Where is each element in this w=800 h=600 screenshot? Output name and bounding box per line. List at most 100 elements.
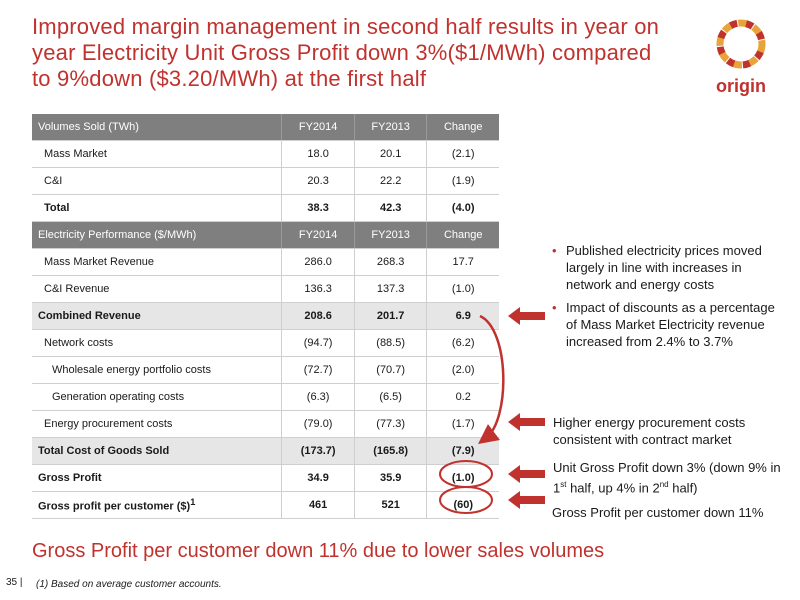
table-cell: 38.3 (281, 194, 355, 222)
arrow-left-icon (508, 465, 545, 483)
table-cell: 137.3 (353, 275, 427, 303)
unit-gp-note: Unit Gross Profit down 3% (down 9% in 1s… (553, 459, 788, 496)
table-cell: Total (32, 194, 282, 222)
arrow-left-icon (508, 491, 545, 509)
table-cell: (94.7) (281, 329, 355, 357)
table-header-row: Volumes Sold (TWh) FY2014 FY2013 Change (32, 114, 499, 141)
table-cell: (173.7) (281, 437, 355, 465)
table-cell: 136.3 (281, 275, 355, 303)
table-cell: 22.2 (353, 167, 427, 195)
table-cell: (60) (426, 491, 499, 519)
arrow-left-icon (508, 307, 545, 325)
slide-title: Improved margin management in second hal… (32, 14, 660, 91)
table-cell: (1.0) (426, 464, 499, 492)
table-cell: 461 (281, 491, 355, 519)
table-cell: (6.5) (353, 383, 427, 411)
table-cell: C&I (32, 167, 282, 195)
table-row: Total Cost of Goods Sold (173.7) (165.8)… (32, 437, 499, 465)
table-cell: (2.1) (426, 140, 499, 168)
table-row: Combined Revenue 208.6 201.7 6.9 (32, 302, 499, 330)
table-row: C&I 20.3 22.2 (1.9) (32, 167, 499, 195)
electricity-table: Volumes Sold (TWh) FY2014 FY2013 Change … (32, 114, 499, 519)
table-header-row: Electricity Performance ($/MWh) FY2014 F… (32, 221, 499, 249)
arrow-left-icon (508, 413, 545, 431)
gp-per-customer-label: Gross profit per customer ($) (38, 500, 191, 513)
origin-logo-mark-icon (716, 19, 766, 69)
table-cell: (72.7) (281, 356, 355, 384)
table-cell: FY2014 (281, 221, 355, 249)
table-cell: (79.0) (281, 410, 355, 438)
table-cell: FY2014 (281, 114, 355, 141)
table-row: Total 38.3 42.3 (4.0) (32, 194, 499, 222)
commentary-bullets: Published electricity prices moved large… (550, 242, 780, 356)
table-cell: 35.9 (353, 464, 427, 492)
unit-gp-text: half, up 4% in 2 (566, 480, 660, 496)
table-cell: Network costs (32, 329, 282, 357)
table-cell: Energy procurement costs (32, 410, 282, 438)
table-cell: FY2013 (353, 221, 427, 249)
table-cell: 286.0 (281, 248, 355, 276)
bullet-discounts: Impact of discounts as a percentage of M… (550, 299, 780, 350)
table-cell: Change (426, 221, 499, 249)
unit-gp-text: Unit Gross Profit down 3% (down 9% in 1 (553, 460, 781, 496)
table-cell: 34.9 (281, 464, 355, 492)
table-cell: 521 (353, 491, 427, 519)
procurement-note: Higher energy procurement costs consiste… (553, 415, 746, 447)
table-cell: 201.7 (353, 302, 427, 330)
page-number: 35 | (6, 577, 23, 588)
table-cell: 42.3 (353, 194, 427, 222)
table-cell: C&I Revenue (32, 275, 282, 303)
table-cell: 20.3 (281, 167, 355, 195)
table-cell: Mass Market (32, 140, 282, 168)
table-row: Energy procurement costs (79.0) (77.3) (… (32, 410, 499, 438)
table-cell: Generation operating costs (32, 383, 282, 411)
table-row: Mass Market 18.0 20.1 (2.1) (32, 140, 499, 168)
table-cell: Total Cost of Goods Sold (32, 437, 282, 465)
table-cell: 17.7 (426, 248, 499, 276)
table-cell: (88.5) (353, 329, 427, 357)
table-cell: 18.0 (281, 140, 355, 168)
table-cell: Wholesale energy portfolio costs (32, 356, 282, 384)
table-cell: (4.0) (426, 194, 499, 222)
table-row: Gross Profit 34.9 35.9 (1.0) (32, 464, 499, 492)
gp-customer-note: Gross Profit per customer down 11% (552, 505, 764, 520)
table-cell: (1.0) (426, 275, 499, 303)
table-cell: 208.6 (281, 302, 355, 330)
table-cell: Gross Profit (32, 464, 282, 492)
footnote-mark: 1 (190, 497, 196, 508)
table-row: Gross profit per customer ($)1 461 521 (… (32, 491, 499, 519)
superscript: st (560, 480, 567, 489)
table-row: Generation operating costs (6.3) (6.5) 0… (32, 383, 499, 411)
table-cell: Volumes Sold (TWh) (32, 114, 282, 141)
bottom-headline: Gross Profit per customer down 11% due t… (32, 540, 605, 562)
table-cell: 20.1 (353, 140, 427, 168)
superscript: nd (659, 480, 669, 489)
table-row: Wholesale energy portfolio costs (72.7) … (32, 356, 499, 384)
table-cell: FY2013 (353, 114, 427, 141)
table-row: C&I Revenue 136.3 137.3 (1.0) (32, 275, 499, 303)
table-cell: (2.0) (426, 356, 499, 384)
table-cell: (165.8) (353, 437, 427, 465)
table-row: Network costs (94.7) (88.5) (6.2) (32, 329, 499, 357)
table-row: Mass Market Revenue 286.0 268.3 17.7 (32, 248, 499, 276)
table-cell: 0.2 (426, 383, 499, 411)
table-cell: Electricity Performance ($/MWh) (32, 221, 282, 249)
table-cell: (1.7) (426, 410, 499, 438)
table-cell: Combined Revenue (32, 302, 282, 330)
table-cell: Gross profit per customer ($)1 (32, 491, 282, 519)
table-cell: (6.2) (426, 329, 499, 357)
table-cell: 6.9 (426, 302, 499, 330)
footnote: (1) Based on average customer accounts. (36, 579, 222, 590)
table-cell: (7.9) (426, 437, 499, 465)
origin-logo-text: origin (716, 76, 766, 96)
table-cell: (70.7) (353, 356, 427, 384)
table-cell: (1.9) (426, 167, 499, 195)
table-cell: Change (426, 114, 499, 141)
table-cell: 268.3 (353, 248, 427, 276)
origin-logo: origin (706, 14, 776, 104)
table-cell: Mass Market Revenue (32, 248, 282, 276)
table-cell: (77.3) (353, 410, 427, 438)
bullet-prices: Published electricity prices moved large… (550, 242, 780, 293)
table-cell: (6.3) (281, 383, 355, 411)
unit-gp-text: half) (668, 480, 698, 496)
